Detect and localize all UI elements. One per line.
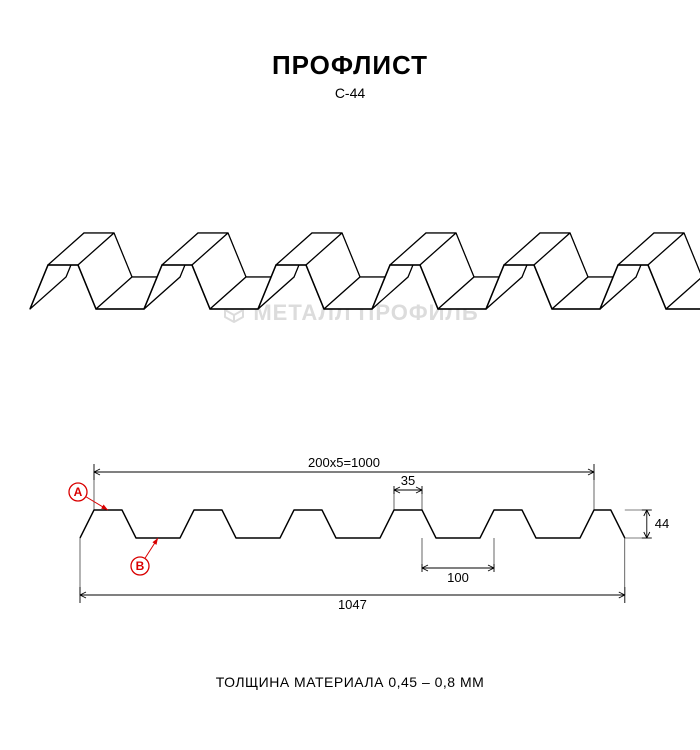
- isometric-view: [0, 205, 700, 385]
- page-title: ПРОФЛИСТ: [0, 50, 700, 81]
- svg-text:B: B: [136, 559, 145, 573]
- svg-text:35: 35: [401, 473, 415, 488]
- svg-text:100: 100: [447, 570, 469, 585]
- cross-section-view: 200х5=1000 35 100 1047 44 A B: [0, 430, 700, 630]
- svg-text:1047: 1047: [338, 597, 367, 612]
- page-subtitle: С-44: [0, 85, 700, 101]
- svg-text:A: A: [74, 485, 83, 499]
- thickness-label: ТОЛЩИНА МАТЕРИАЛА 0,45 – 0,8 ММ: [0, 674, 700, 690]
- svg-text:44: 44: [655, 516, 669, 531]
- svg-text:200х5=1000: 200х5=1000: [308, 455, 380, 470]
